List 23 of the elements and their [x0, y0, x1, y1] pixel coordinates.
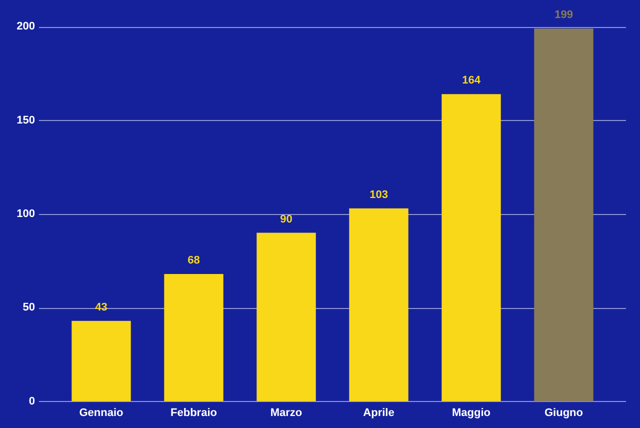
data-label: 103 — [370, 188, 388, 201]
x-tick-label: Aprile — [363, 407, 394, 420]
data-label: 199 — [554, 9, 573, 22]
y-tick-label: 0 — [28, 395, 35, 408]
x-tick-label: Marzo — [270, 407, 302, 420]
bar — [442, 94, 501, 402]
bar — [534, 28, 594, 402]
bar — [164, 274, 224, 402]
x-tick-label: Febbraio — [170, 407, 218, 420]
data-label: 43 — [95, 301, 108, 314]
bar — [349, 208, 408, 402]
y-tick-label: 200 — [16, 20, 35, 33]
y-tick-label: 50 — [22, 302, 35, 314]
x-tick-label: Giugno — [544, 407, 584, 420]
x-tick-label: Maggio — [452, 407, 491, 420]
data-label: 68 — [188, 254, 200, 266]
y-tick-label: 150 — [16, 114, 35, 126]
data-label: 90 — [280, 213, 292, 226]
y-tick-label: 100 — [16, 208, 35, 220]
bar — [256, 232, 316, 402]
data-label: 164 — [462, 74, 482, 87]
x-tick-label: Gennaio — [79, 407, 124, 420]
bar — [72, 320, 131, 402]
